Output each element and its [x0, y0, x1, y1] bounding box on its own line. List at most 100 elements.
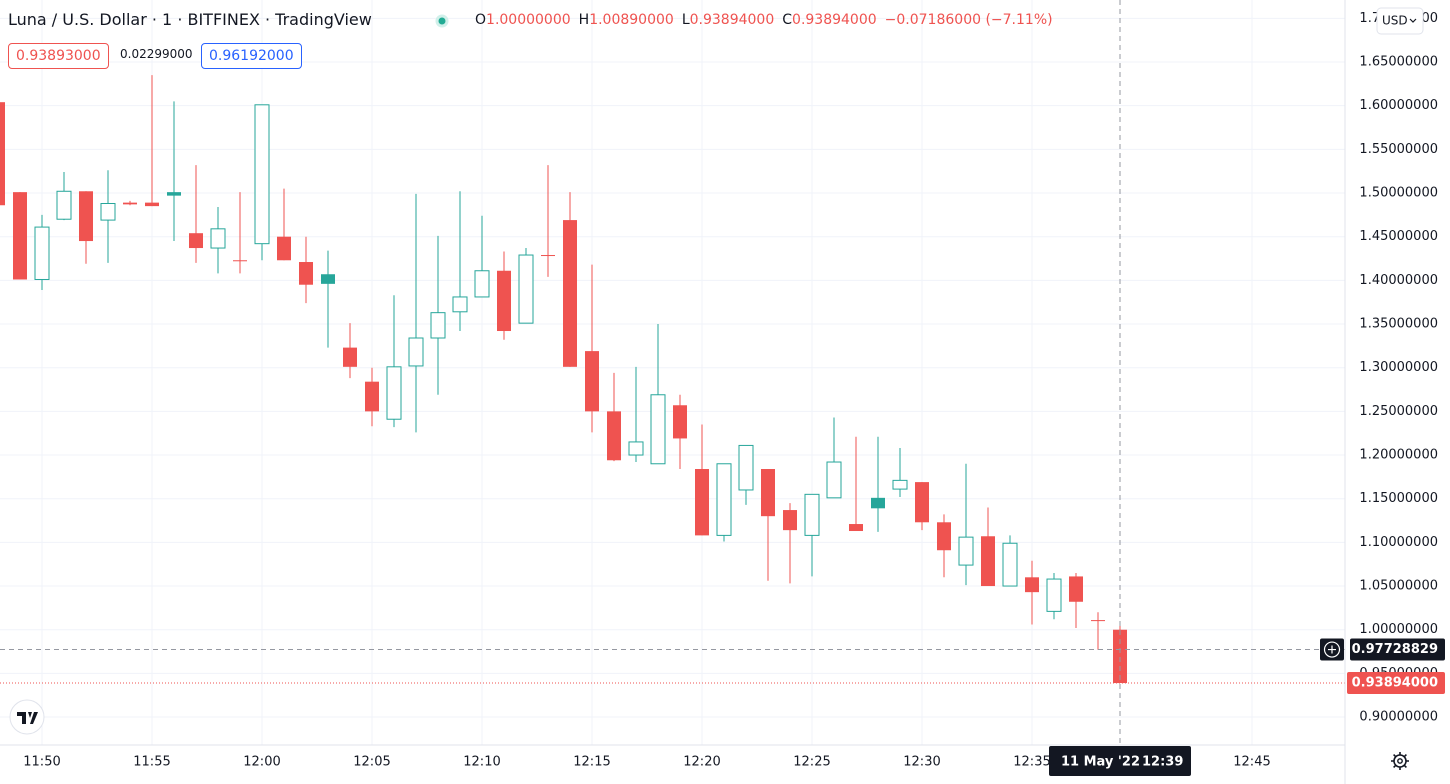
status-dot: [435, 14, 449, 28]
ohlc-value: 0.93894000: [792, 12, 877, 28]
crosshair-price-label: 0.97728829: [1352, 642, 1438, 657]
ohlc-value: 1.00000000: [486, 12, 571, 28]
x-tick-label: 12:15: [573, 755, 610, 770]
crosshair-price-tag: [1350, 638, 1445, 661]
y-tick-label: 1.60000000: [1359, 98, 1438, 113]
ohlc-value: 1.00890000: [589, 12, 674, 28]
last-price-label: 0.93894000: [1352, 676, 1438, 691]
candle-body: [1025, 577, 1039, 593]
candle-body: [716, 463, 732, 536]
settings-icon[interactable]: [1391, 752, 1409, 770]
candle-body: [761, 469, 775, 517]
candle-body: [365, 381, 379, 412]
y-tick-label: 1.55000000: [1359, 142, 1438, 157]
candle-body: [981, 536, 995, 587]
candle-body: [607, 411, 621, 461]
candle-body: [321, 274, 335, 284]
y-tick-label: 1.25000000: [1359, 404, 1438, 419]
y-tick-label: 1.45000000: [1359, 229, 1438, 244]
candle-body: [79, 191, 93, 242]
currency-button[interactable]: USD: [1376, 7, 1424, 35]
candle-body: [497, 270, 511, 332]
ohlc-key: O: [475, 12, 487, 28]
x-tick-label: 12:20: [683, 755, 720, 770]
change: −0.07186000 (−7.11%): [884, 12, 1053, 28]
add-alert-button[interactable]: [1320, 638, 1344, 661]
y-tick-label: 1.10000000: [1359, 535, 1438, 550]
candle-body: [673, 405, 687, 439]
candle-body: [871, 497, 885, 509]
add-alert-circle: [1323, 641, 1341, 658]
x-tick-label: 12:25: [793, 755, 830, 770]
candle-body: [277, 236, 291, 261]
y-tick-label: 1.30000000: [1359, 360, 1438, 375]
candle-body: [123, 202, 137, 205]
crosshair-date: 11 May '22: [1061, 755, 1140, 770]
candle-body: [695, 469, 709, 536]
candle-body: [100, 202, 116, 221]
last-price-tag: [1347, 672, 1445, 695]
candle-body: [408, 337, 424, 367]
candle-body: [541, 255, 555, 257]
buy-price[interactable]: 0.96192000: [201, 43, 302, 69]
y-tick-label: 1.20000000: [1359, 448, 1438, 463]
candle-body: [826, 461, 842, 499]
candle-body: [34, 226, 50, 280]
crosshair-time: 12:39: [1142, 755, 1183, 770]
candle-body: [233, 260, 247, 262]
candle-body: [738, 444, 754, 491]
candle-body: [1046, 578, 1062, 612]
y-tick-label: 1.00000000: [1359, 622, 1438, 637]
candle-body: [1091, 620, 1105, 622]
candle-body: [518, 254, 534, 324]
ohlc-key: C: [782, 12, 793, 28]
y-tick-label: 1.65000000: [1359, 55, 1438, 70]
x-tick-label: 12:00: [243, 755, 280, 770]
y-tick-label: 1.50000000: [1359, 186, 1438, 201]
grid: [0, 0, 1345, 745]
candle-body: [430, 312, 446, 339]
candle-body: [958, 536, 974, 566]
x-tick-label: 11:50: [23, 755, 60, 770]
candle-body: [13, 192, 27, 280]
candle-body: [1002, 542, 1018, 587]
candle-body: [210, 228, 226, 249]
y-tick-label: 1.05000000: [1359, 579, 1438, 594]
candle-body: [1069, 576, 1083, 602]
candle-body: [145, 202, 159, 207]
candle-body: [474, 270, 490, 298]
candle-body: [650, 394, 666, 465]
x-tick-label: 12:35: [1013, 755, 1050, 770]
crosshair-time-tag: [1049, 746, 1191, 776]
candle-body: [892, 479, 908, 490]
candle-body: [849, 524, 863, 532]
candle-body: [386, 366, 402, 420]
y-tick-label: 1.40000000: [1359, 273, 1438, 288]
y-tick-label: 1.35000000: [1359, 317, 1438, 332]
add-alert-plus: [1328, 645, 1336, 654]
candle-body: [563, 220, 577, 367]
axes: 0.900000000.950000001.000000001.05000000…: [23, 11, 1445, 776]
candle-body: [1113, 629, 1127, 684]
candle-body: [915, 482, 929, 523]
sell-price[interactable]: 0.93893000: [8, 43, 109, 69]
ohlc-key: H: [578, 12, 590, 28]
x-tick-label: 11:55: [133, 755, 170, 770]
x-tick-label: 12:05: [353, 755, 390, 770]
candle-body: [585, 351, 599, 412]
candle-body: [254, 104, 270, 245]
candle-body: [167, 192, 181, 196]
symbol-title: Luna / U.S. Dollar · 1 · BITFINEX · Trad…: [8, 10, 372, 29]
x-tick-label: 12:10: [463, 755, 500, 770]
currency-label[interactable]: USD: [1382, 14, 1408, 28]
plot: [0, 75, 1345, 684]
candle-body: [804, 493, 820, 536]
ohlc-value: 0.93894000: [689, 12, 775, 28]
spread: 0.02299000: [120, 47, 193, 61]
x-tick-label: 12:45: [1233, 755, 1270, 770]
candle-body: [189, 233, 203, 249]
ohlc-legend: O1.00000000 H1.00890000 L0.93894000 C0.9389…: [475, 12, 1061, 28]
candle-body: [299, 262, 313, 285]
y-tick-label: 0.90000000: [1359, 710, 1438, 725]
